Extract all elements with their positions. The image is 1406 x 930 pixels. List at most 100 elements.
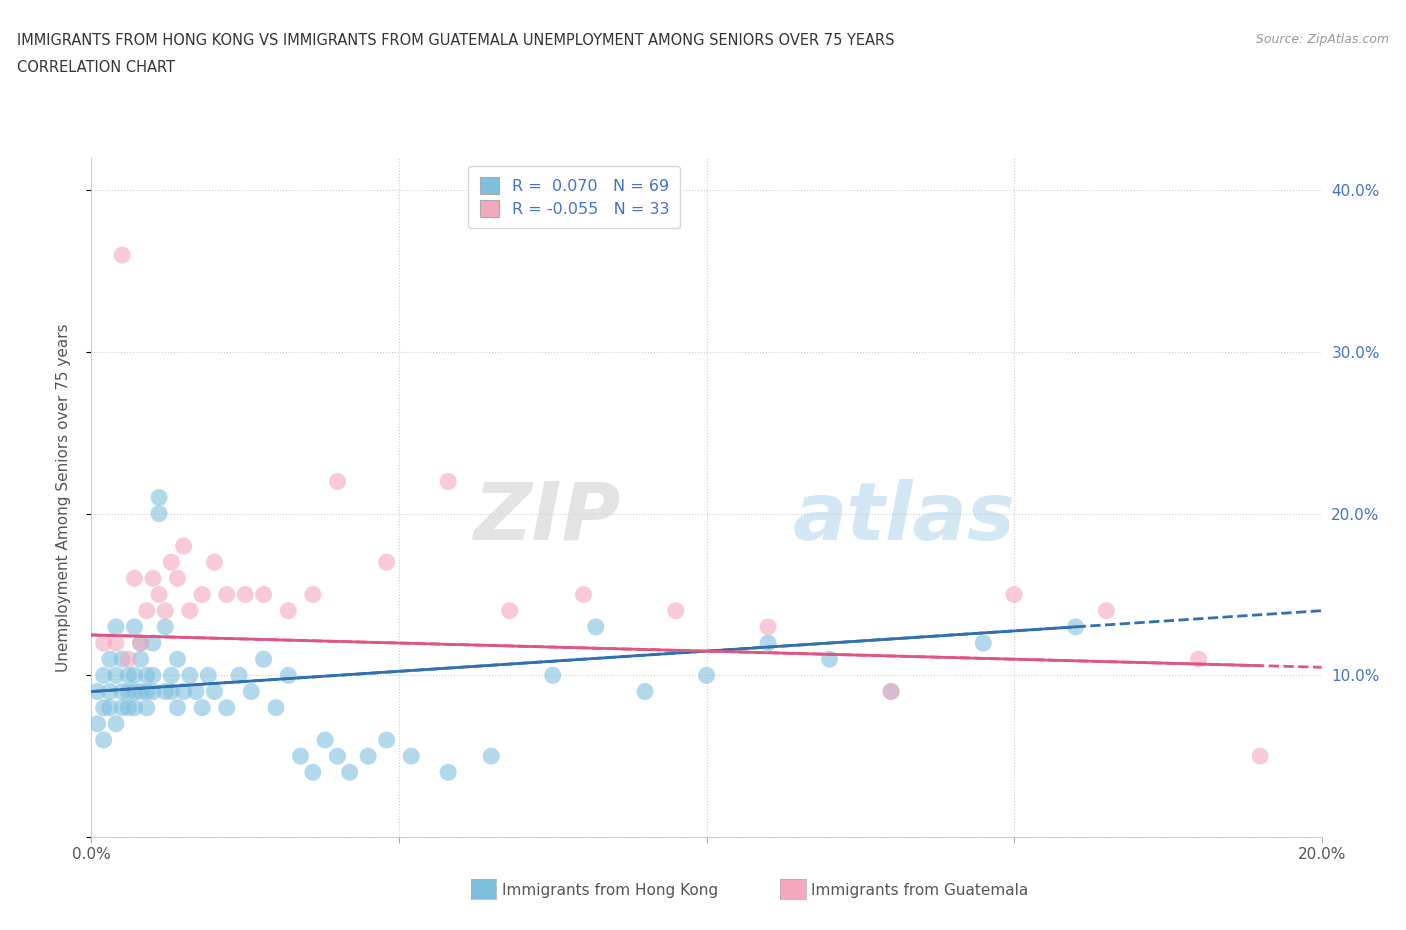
Point — [105, 716, 127, 731]
Point — [117, 668, 139, 683]
Point — [634, 684, 657, 699]
Point — [572, 587, 595, 602]
Point — [160, 555, 183, 570]
Point — [277, 604, 299, 618]
Point — [111, 684, 134, 699]
Point — [98, 652, 121, 667]
Point — [191, 587, 214, 602]
Point — [111, 652, 134, 667]
Point — [375, 555, 398, 570]
Point — [1249, 749, 1271, 764]
Point — [111, 700, 134, 715]
Point — [148, 490, 170, 505]
Point — [135, 684, 157, 699]
Point — [498, 604, 520, 618]
Point — [437, 764, 460, 779]
Point — [129, 684, 152, 699]
Point — [215, 700, 238, 715]
Point — [202, 555, 225, 570]
Point — [93, 635, 115, 650]
Text: atlas: atlas — [793, 479, 1015, 557]
Point — [98, 684, 121, 699]
Point — [184, 684, 207, 699]
Point — [696, 668, 718, 683]
Point — [142, 571, 165, 586]
Point — [105, 668, 127, 683]
Text: Source: ZipAtlas.com: Source: ZipAtlas.com — [1256, 33, 1389, 46]
Point — [93, 733, 115, 748]
Point — [117, 684, 139, 699]
Point — [86, 716, 108, 731]
Point — [105, 619, 127, 634]
Point — [129, 635, 152, 650]
Point — [233, 587, 256, 602]
Text: ZIP: ZIP — [472, 479, 620, 557]
Point — [129, 652, 152, 667]
Point — [179, 604, 201, 618]
Text: Immigrants from Hong Kong: Immigrants from Hong Kong — [502, 884, 718, 898]
Point — [98, 700, 121, 715]
Point — [399, 749, 422, 764]
Text: IMMIGRANTS FROM HONG KONG VS IMMIGRANTS FROM GUATEMALA UNEMPLOYMENT AMONG SENIOR: IMMIGRANTS FROM HONG KONG VS IMMIGRANTS … — [17, 33, 894, 47]
Point — [880, 684, 903, 699]
Point — [228, 668, 250, 683]
Point — [179, 668, 201, 683]
Point — [129, 635, 152, 650]
Point — [756, 619, 779, 634]
Point — [142, 635, 165, 650]
Point — [124, 668, 146, 683]
Point — [972, 635, 994, 650]
Point — [135, 668, 157, 683]
Point — [479, 749, 502, 764]
Point — [111, 247, 134, 262]
Point — [301, 764, 323, 779]
Point — [1187, 652, 1209, 667]
Point — [202, 684, 225, 699]
Point — [148, 506, 170, 521]
Point — [541, 668, 564, 683]
Point — [215, 587, 238, 602]
Point — [253, 652, 276, 667]
Point — [173, 684, 195, 699]
Point — [86, 684, 108, 699]
Point — [124, 571, 146, 586]
Point — [142, 684, 165, 699]
Y-axis label: Unemployment Among Seniors over 75 years: Unemployment Among Seniors over 75 years — [56, 324, 70, 671]
Point — [290, 749, 312, 764]
Point — [756, 635, 779, 650]
Legend: R =  0.070   N = 69, R = -0.055   N = 33: R = 0.070 N = 69, R = -0.055 N = 33 — [468, 166, 681, 228]
Point — [326, 474, 349, 489]
Point — [148, 587, 170, 602]
Point — [153, 604, 177, 618]
Point — [357, 749, 380, 764]
Point — [153, 619, 177, 634]
Point — [117, 700, 139, 715]
Point — [105, 635, 127, 650]
Point — [166, 652, 188, 667]
Point — [818, 652, 841, 667]
Point — [117, 652, 139, 667]
Point — [93, 668, 115, 683]
Point — [160, 684, 183, 699]
Point — [197, 668, 219, 683]
Point — [93, 700, 115, 715]
Point — [191, 700, 214, 715]
Point — [124, 684, 146, 699]
Point — [142, 668, 165, 683]
Point — [160, 668, 183, 683]
Point — [1002, 587, 1025, 602]
Point — [166, 571, 188, 586]
Point — [277, 668, 299, 683]
Point — [264, 700, 287, 715]
Point — [665, 604, 688, 618]
Point — [153, 684, 177, 699]
Point — [240, 684, 263, 699]
Point — [135, 700, 157, 715]
Point — [135, 604, 157, 618]
Point — [437, 474, 460, 489]
Text: CORRELATION CHART: CORRELATION CHART — [17, 60, 174, 75]
Point — [124, 619, 146, 634]
Point — [326, 749, 349, 764]
Point — [1095, 604, 1118, 618]
Point — [301, 587, 323, 602]
